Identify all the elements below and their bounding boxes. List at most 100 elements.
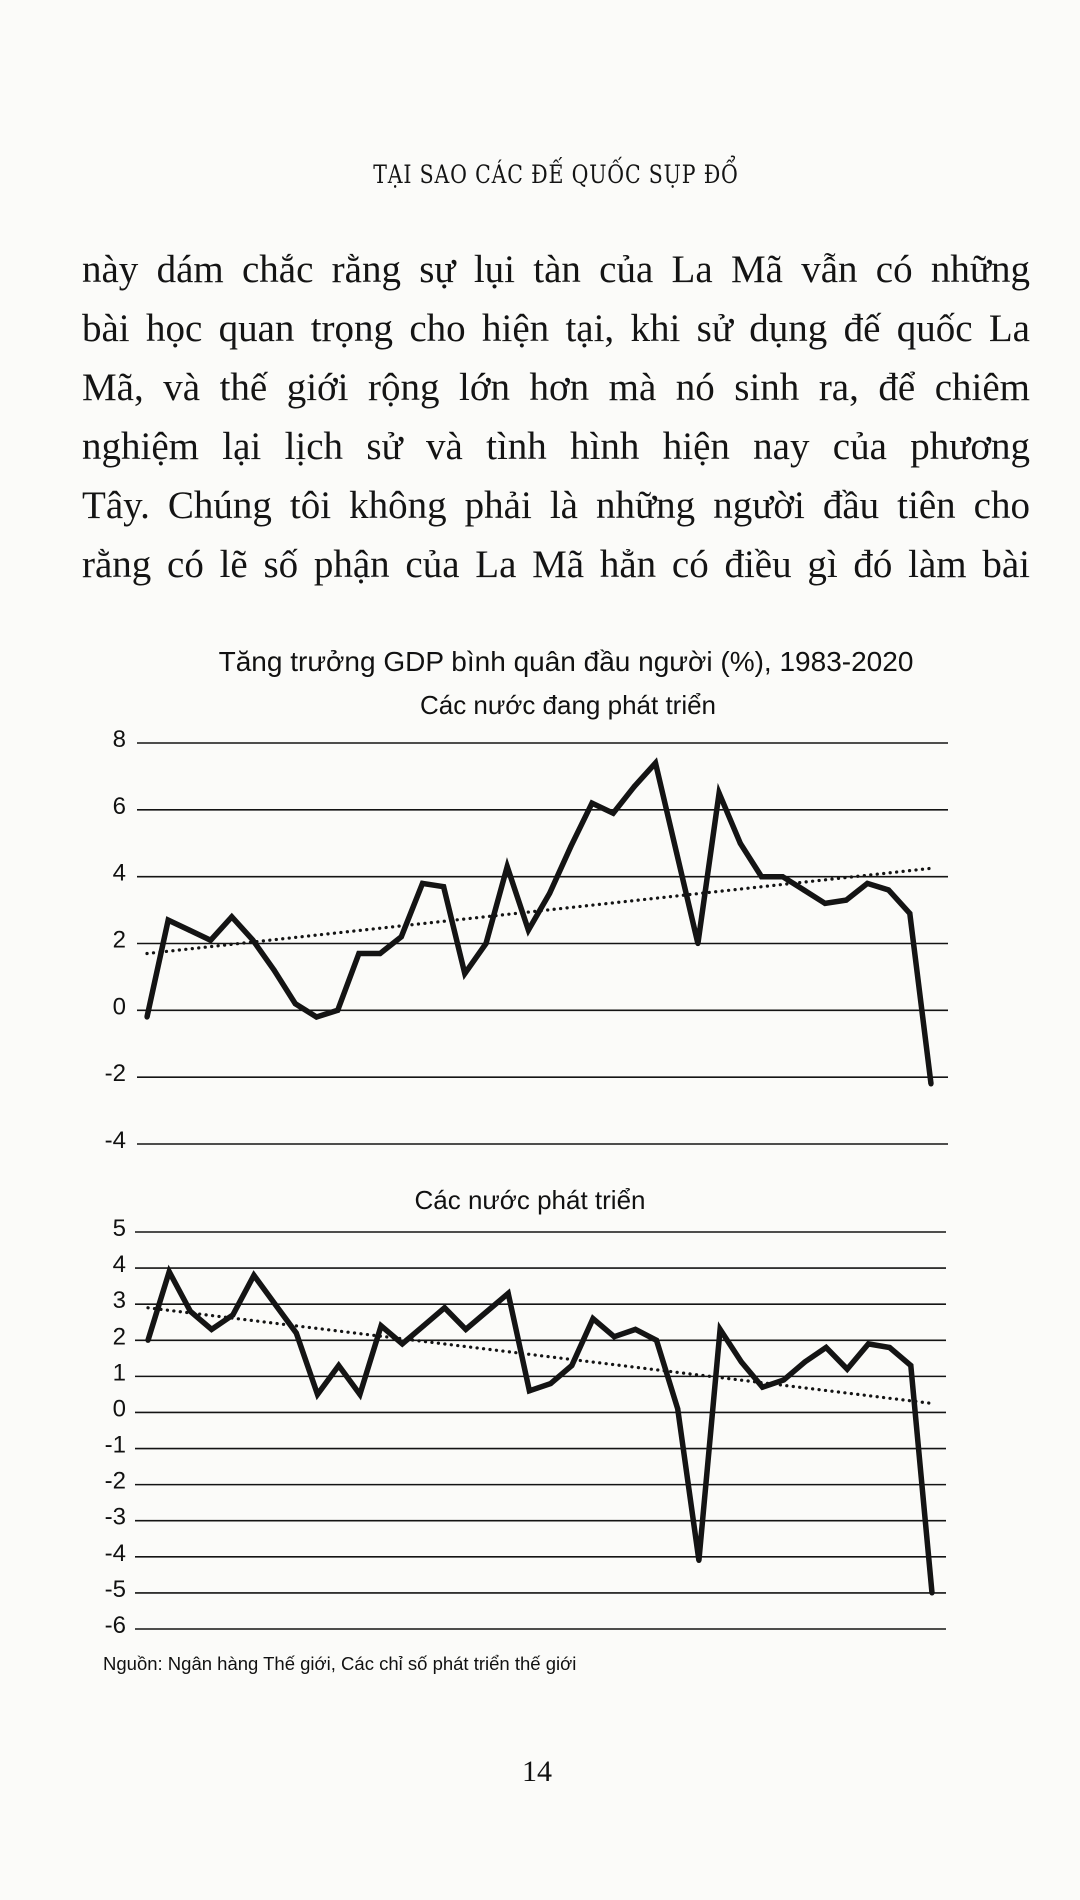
data-point-2004 bbox=[589, 800, 595, 806]
data-point-2018 bbox=[887, 1344, 893, 1351]
series-line bbox=[145, 1264, 935, 1594]
data-point-2016 bbox=[843, 897, 849, 903]
data-point-1992 bbox=[336, 1362, 342, 1369]
data-point-1998 bbox=[462, 970, 468, 977]
data-point-2003 bbox=[569, 1362, 575, 1369]
data-point-1991 bbox=[313, 1014, 320, 1020]
data-point-1992 bbox=[335, 1007, 341, 1013]
data-point-1991 bbox=[314, 1391, 321, 1398]
y-tick-label: 2 bbox=[113, 1323, 126, 1350]
data-point-1993 bbox=[357, 1391, 363, 1398]
y-tick-label: 0 bbox=[113, 993, 126, 1020]
trend-line bbox=[146, 1306, 934, 1406]
chart-subtitle-developed: Các nước phát triển bbox=[414, 1185, 645, 1215]
data-point-2008 bbox=[674, 850, 680, 856]
data-point-2007 bbox=[653, 1337, 660, 1343]
y-tick-label: -4 bbox=[105, 1540, 126, 1567]
data-point-1984 bbox=[165, 917, 171, 923]
data-point-1989 bbox=[272, 1301, 278, 1307]
data-point-1998 bbox=[463, 1326, 469, 1333]
body-text-line: Tây. Chúng tôi không phải là những người… bbox=[82, 484, 1030, 527]
y-tick-label: 1 bbox=[113, 1359, 126, 1386]
data-point-2020 bbox=[929, 1590, 935, 1596]
data-point-2018 bbox=[886, 887, 892, 893]
data-point-1995 bbox=[399, 1341, 405, 1347]
data-point-1987 bbox=[229, 914, 235, 920]
series-line bbox=[144, 757, 934, 1085]
y-tick-label: 6 bbox=[113, 793, 126, 820]
y-tick-label: -1 bbox=[105, 1432, 126, 1459]
data-point-2005 bbox=[610, 810, 616, 816]
data-point-2010 bbox=[716, 790, 722, 796]
data-point-2013 bbox=[780, 874, 786, 880]
data-point-2001 bbox=[526, 1388, 533, 1394]
data-point-1985 bbox=[187, 1308, 193, 1314]
data-point-2001 bbox=[525, 927, 532, 933]
developing-countries-chart: 8 6 4 2 0 -2 -4 bbox=[105, 726, 948, 1154]
y-tick-label: -5 bbox=[105, 1576, 126, 1603]
data-point-2002 bbox=[546, 890, 553, 896]
data-point-2014 bbox=[801, 887, 807, 893]
data-point-1996 bbox=[420, 1323, 427, 1329]
data-point-2000 bbox=[504, 864, 510, 870]
trend-line bbox=[145, 866, 933, 956]
body-text-line: Mã, và thế giới rộng lớn hơn mà nó sinh … bbox=[82, 366, 1030, 409]
data-point-1996 bbox=[419, 880, 426, 886]
data-point-1989 bbox=[271, 967, 277, 973]
y-tick-label: 8 bbox=[113, 726, 126, 753]
data-point-2014 bbox=[802, 1359, 808, 1365]
data-point-2013 bbox=[781, 1377, 787, 1383]
data-point-1988 bbox=[251, 1272, 257, 1278]
y-tick-label: 4 bbox=[113, 860, 126, 887]
data-point-2012 bbox=[758, 874, 765, 880]
y-tick-label: 0 bbox=[113, 1395, 126, 1422]
y-tick-label: 2 bbox=[113, 927, 126, 954]
data-point-2017 bbox=[864, 880, 871, 886]
y-tick-label: -2 bbox=[105, 1468, 126, 1495]
page-number: 14 bbox=[522, 1755, 552, 1788]
chart-subtitle-developing: Các nước đang phát triển bbox=[420, 690, 716, 720]
data-point-2004 bbox=[590, 1316, 596, 1322]
data-point-1997 bbox=[441, 884, 447, 890]
data-point-2019 bbox=[908, 1362, 914, 1369]
data-point-2000 bbox=[505, 1290, 511, 1296]
source-note: Nguồn: Ngân hàng Thế giới, Các chỉ số ph… bbox=[103, 1653, 576, 1674]
data-point-1985 bbox=[186, 927, 192, 933]
data-point-2006 bbox=[632, 1326, 638, 1333]
data-point-2002 bbox=[547, 1380, 554, 1387]
running-header: TẠI SAO CÁC ĐẾ QUỐC SỤP ĐỔ bbox=[373, 160, 739, 189]
data-point-2007 bbox=[652, 760, 659, 766]
data-point-1995 bbox=[398, 934, 404, 940]
data-point-2009 bbox=[696, 1557, 702, 1564]
data-point-2012 bbox=[759, 1384, 766, 1390]
data-point-2003 bbox=[568, 843, 574, 850]
body-text-line: nghiệm lại lịch sử và tình hình hiện nay… bbox=[82, 425, 1030, 468]
data-point-1986 bbox=[207, 937, 214, 943]
data-point-2005 bbox=[611, 1334, 617, 1340]
data-point-1990 bbox=[293, 1330, 299, 1336]
y-tick-label: -2 bbox=[105, 1060, 126, 1087]
data-point-2020 bbox=[928, 1081, 934, 1087]
data-point-1994 bbox=[377, 950, 383, 957]
y-tick-label: -6 bbox=[105, 1612, 126, 1639]
data-point-2019 bbox=[907, 910, 913, 917]
y-tick-label: 5 bbox=[113, 1215, 126, 1242]
data-point-2016 bbox=[844, 1366, 850, 1372]
body-text-line: bài học quan trọng cho hiện tại, khi sử … bbox=[82, 307, 1030, 350]
y-tick-label: -4 bbox=[105, 1127, 126, 1154]
data-point-1984 bbox=[166, 1269, 172, 1275]
data-point-1999 bbox=[484, 1308, 490, 1314]
body-text-line: rằng có lẽ số phận của La Mã hẳn có điều… bbox=[82, 543, 1030, 586]
data-point-2015 bbox=[823, 1344, 829, 1351]
data-point-1986 bbox=[208, 1326, 215, 1333]
y-tick-label: -3 bbox=[105, 1504, 126, 1531]
data-point-2015 bbox=[822, 900, 828, 907]
data-point-1993 bbox=[356, 950, 362, 957]
data-point-1987 bbox=[230, 1312, 236, 1318]
data-point-2011 bbox=[738, 1359, 744, 1365]
data-point-1997 bbox=[442, 1305, 448, 1311]
y-tick-label: 4 bbox=[113, 1251, 126, 1278]
data-point-1994 bbox=[378, 1323, 384, 1329]
